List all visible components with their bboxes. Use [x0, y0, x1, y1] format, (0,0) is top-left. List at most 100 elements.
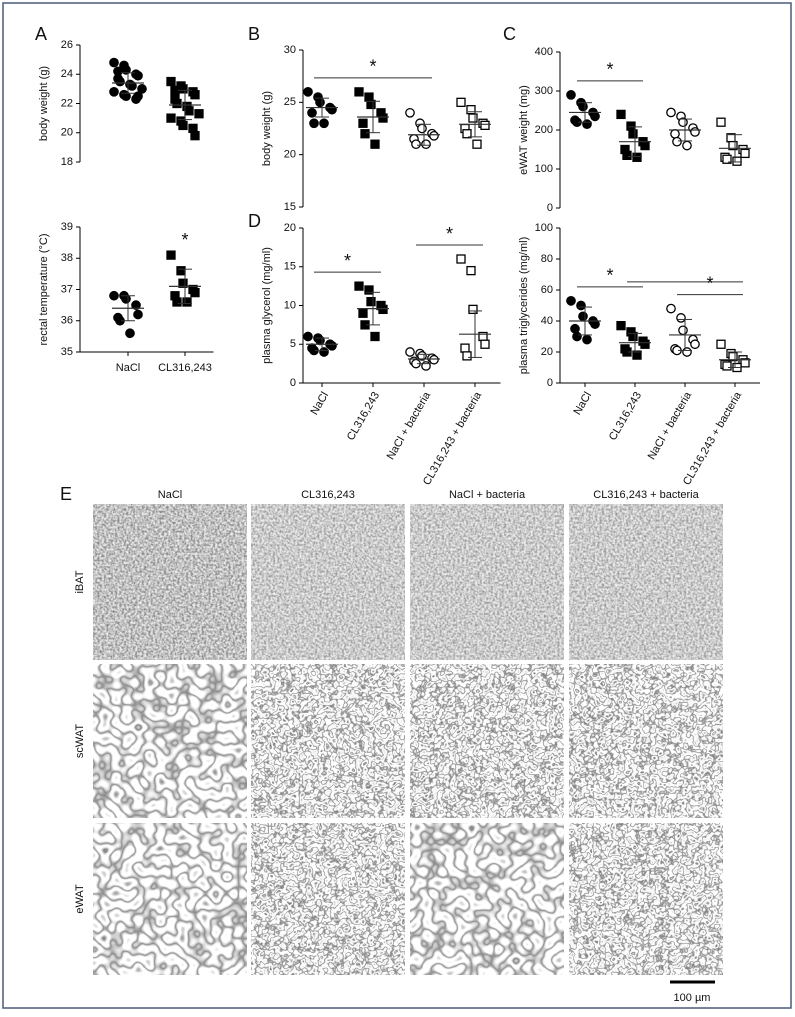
- data-point: [315, 97, 325, 108]
- data-point: [109, 290, 119, 301]
- histology-image: [251, 664, 405, 818]
- significance: *: [181, 230, 188, 250]
- x-tick-label: CL316,243: [158, 362, 212, 374]
- data-point: [309, 118, 319, 129]
- data-point: [632, 350, 642, 360]
- data-point: [354, 87, 364, 97]
- data-point: [327, 340, 337, 351]
- data-point: [672, 136, 682, 147]
- data-point: [166, 113, 176, 123]
- data-point: [194, 109, 204, 119]
- data-point: [590, 319, 600, 329]
- histology-image: [410, 664, 564, 818]
- data-point: [566, 90, 576, 100]
- data-point: [429, 354, 439, 365]
- significance: *: [706, 273, 713, 293]
- data-point: [354, 281, 364, 291]
- x-tick-label: NaCl + bacteria: [385, 389, 434, 462]
- row-label: iBAT: [74, 570, 86, 593]
- histology-image: [93, 664, 247, 818]
- data-point: [166, 250, 176, 260]
- data-point: [421, 361, 431, 371]
- data-point: [411, 139, 421, 150]
- data-point: [678, 325, 688, 336]
- data-point: [570, 323, 580, 334]
- data-point: [468, 304, 478, 315]
- data-point: [133, 309, 143, 320]
- data-point: [466, 265, 476, 276]
- histology-image: [251, 504, 405, 660]
- data-point: [133, 91, 143, 102]
- data-point: [456, 97, 466, 107]
- data-point: [417, 123, 427, 134]
- data-point: [666, 303, 676, 314]
- data-point: [113, 66, 123, 77]
- significance: *: [369, 57, 376, 77]
- data-point: [626, 121, 636, 131]
- y-tick-label: 40: [541, 315, 553, 327]
- data-point: [319, 347, 329, 357]
- y-tick-label: 37: [61, 283, 73, 295]
- x-tick-label: CL316,243 + bacteria: [421, 389, 485, 487]
- y-tick-label: 20: [541, 346, 553, 358]
- x-tick-label: CL316,243: [345, 390, 382, 443]
- data-point: [640, 140, 650, 151]
- data-point: [178, 278, 188, 288]
- y-tick-label: 15: [284, 261, 296, 273]
- data-point: [172, 297, 182, 307]
- x-tick-label: CL316,243: [607, 390, 644, 443]
- data-point: [190, 131, 200, 141]
- x-tick-label: NaCl: [308, 390, 331, 417]
- y-tick-label: 38: [61, 252, 73, 264]
- scale-bar-label: 100 µm: [674, 992, 711, 1004]
- y-axis-label: eWAT weight (mg): [518, 85, 530, 175]
- y-tick-label: 5: [290, 338, 296, 350]
- data-point: [456, 254, 466, 264]
- panel-label: A: [35, 24, 47, 44]
- data-point: [327, 104, 337, 115]
- data-point: [632, 152, 642, 162]
- data-point: [182, 297, 192, 307]
- data-point: [460, 343, 470, 353]
- histology-image: [569, 664, 723, 818]
- data-point: [109, 86, 119, 97]
- data-point: [172, 98, 182, 109]
- data-point: [303, 331, 313, 342]
- y-tick-label: 15: [284, 201, 296, 213]
- y-tick-label: 35: [61, 346, 73, 358]
- y-tick-label: 39: [61, 221, 73, 233]
- data-point: [572, 331, 582, 342]
- y-tick-label: 100: [535, 163, 553, 175]
- panel-label: C: [503, 24, 516, 44]
- data-point: [405, 107, 415, 118]
- data-point: [405, 347, 415, 357]
- data-point: [462, 129, 472, 139]
- y-axis-label: body weight (g): [38, 66, 50, 141]
- data-point: [421, 139, 431, 150]
- data-point: [576, 300, 586, 311]
- y-tick-label: 20: [61, 127, 73, 139]
- data-point: [166, 76, 176, 87]
- data-point: [472, 139, 482, 149]
- data-point: [358, 118, 368, 128]
- data-point: [566, 295, 576, 306]
- data-point: [740, 148, 750, 159]
- data-point: [582, 334, 592, 345]
- x-tick-label: NaCl: [116, 362, 140, 374]
- row-label: scWAT: [74, 724, 86, 758]
- y-tick-label: 100: [535, 222, 553, 234]
- y-tick-label: 60: [541, 284, 553, 296]
- data-point: [378, 304, 388, 315]
- data-point: [640, 339, 650, 349]
- data-point: [319, 118, 329, 129]
- data-point: [125, 328, 135, 339]
- histology-image: [569, 823, 723, 975]
- y-tick-label: 200: [535, 124, 553, 136]
- data-point: [480, 339, 490, 349]
- data-point: [178, 120, 188, 131]
- data-point: [480, 120, 490, 131]
- y-tick-label: 0: [547, 377, 553, 389]
- y-tick-label: 36: [61, 315, 73, 327]
